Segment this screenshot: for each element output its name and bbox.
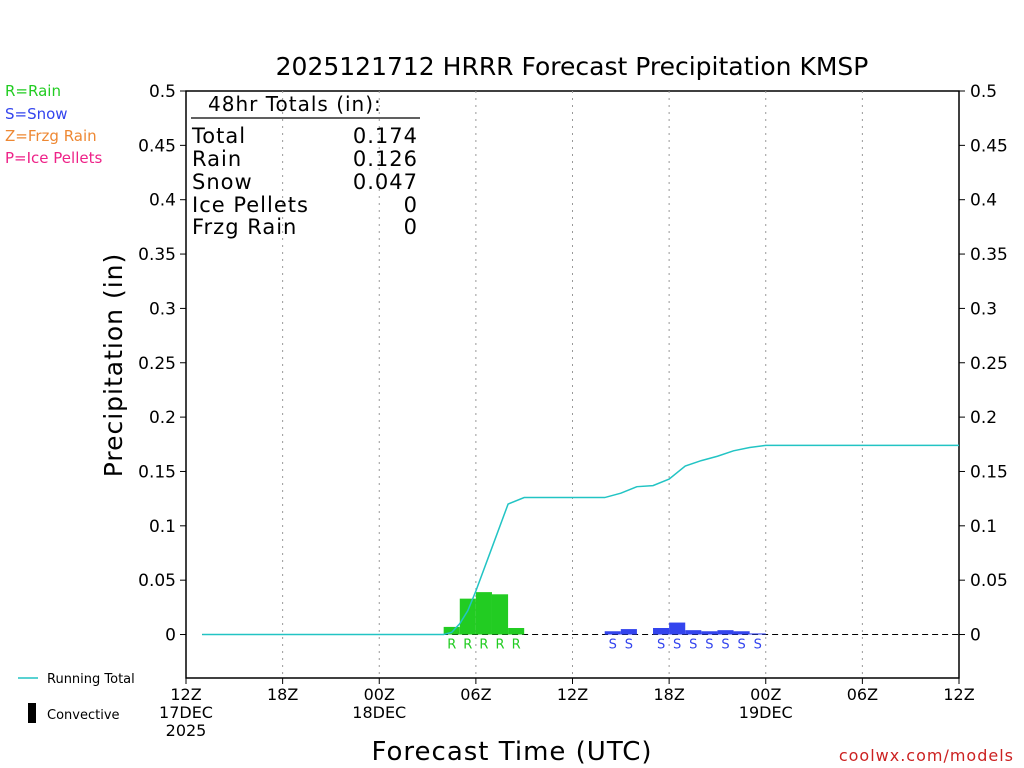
y-tick-label-right: 0.5 — [970, 82, 997, 102]
totals-value-rain: 0.126 — [353, 147, 418, 171]
chart-title: 2025121712 HRRR Forecast Precipitation K… — [276, 52, 869, 81]
x-tick-label: 12Z — [557, 685, 588, 704]
y-tick-label-left: 0.3 — [149, 299, 176, 319]
y-tick-label-right: 0.15 — [970, 462, 1008, 482]
totals-value-frzg-rain: 0 — [404, 215, 418, 239]
y-tick-label-right: 0.35 — [970, 245, 1008, 265]
watermark: coolwx.com/models — [839, 746, 1014, 765]
y-tick-label-right: 0 — [970, 626, 981, 646]
y-tick-label-right: 0.4 — [970, 191, 997, 211]
totals-header: 48hr Totals (in): — [208, 92, 382, 116]
totals-box: 48hr Totals (in): Total 0.174 Rain 0.126… — [191, 92, 420, 239]
y-axis-right: 0 0.05 0.1 0.15 0.2 0.25 0.3 0.35 0.4 0.45 0.5 — [959, 82, 1008, 646]
y-tick-label-left: 0.25 — [138, 354, 176, 374]
legend-frzg-rain: Z=Frzg Rain — [5, 127, 97, 145]
precip-type-letter: R — [463, 638, 472, 653]
precip-type-legend: R=Rain S=Snow Z=Frzg Rain P=Ice Pellets — [5, 82, 102, 167]
y-tick-label-right: 0.2 — [970, 408, 997, 428]
precip-type-letter: R — [496, 638, 505, 653]
y-tick-label-right: 0.1 — [970, 517, 997, 537]
precip-type-letter: S — [737, 638, 745, 653]
x-tick-label: 18Z — [267, 685, 298, 704]
y-tick-label-left: 0.15 — [138, 462, 176, 482]
y-tick-label-left: 0.5 — [149, 82, 176, 102]
totals-value-ice-pellets: 0 — [404, 193, 418, 217]
convective-legend-swatch — [28, 703, 36, 723]
y-tick-label-left: 0.2 — [149, 408, 176, 428]
y-tick-label-right: 0.25 — [970, 354, 1008, 374]
convective-legend-label: Convective — [47, 708, 120, 723]
y-tick-label-left: 0.35 — [138, 245, 176, 265]
x-tick-label: 12Z — [943, 685, 974, 704]
x-axis-label: Forecast Time (UTC) — [371, 737, 652, 767]
precip-bar — [459, 598, 476, 635]
totals-label-rain: Rain — [192, 147, 242, 171]
precip-bar — [475, 592, 492, 635]
precip-type-letter: S — [705, 638, 713, 653]
x-tick-label: 00Z — [364, 685, 395, 704]
precip-bar — [604, 631, 621, 635]
x-tick-label: 18Z — [653, 685, 684, 704]
precip-bar — [717, 630, 734, 635]
legend-snow: S=Snow — [5, 105, 68, 123]
precip-type-letter: S — [625, 638, 633, 653]
precip-bars — [443, 592, 766, 635]
totals-label-snow: Snow — [192, 170, 253, 194]
precip-bar — [701, 631, 718, 635]
x-tick-label: 00Z — [750, 685, 781, 704]
precip-type-letter: S — [689, 638, 697, 653]
precip-bar — [669, 622, 686, 635]
legend-rain: R=Rain — [5, 82, 61, 100]
precip-bar — [491, 594, 509, 635]
y-tick-label-left: 0.05 — [138, 571, 176, 591]
running-total-legend-label: Running Total — [47, 672, 135, 687]
x-tick-label: 12Z — [170, 685, 201, 704]
line-legend: Running Total Convective — [18, 672, 135, 723]
totals-label-frzg-rain: Frzg Rain — [192, 215, 297, 239]
legend-ice-pellets: P=Ice Pellets — [5, 149, 102, 167]
precip-type-letter: S — [673, 638, 681, 653]
y-tick-label-left: 0.4 — [149, 191, 176, 211]
precip-bar — [443, 626, 460, 635]
precip-bar — [508, 627, 525, 635]
totals-value-snow: 0.047 — [353, 170, 418, 194]
y-axis-label: Precipitation (in) — [99, 253, 128, 478]
totals-value-total: 0.174 — [353, 124, 418, 148]
precip-bar — [685, 630, 702, 635]
y-tick-label-left: 0.45 — [138, 136, 176, 156]
y-tick-label-left: 0 — [165, 626, 176, 646]
totals-label-ice-pellets: Ice Pellets — [192, 193, 309, 217]
y-axis-left: 0 0.05 0.1 0.15 0.2 0.25 0.3 0.35 0.4 0.45 0.5 — [138, 82, 186, 646]
precip-type-letter: R — [447, 638, 456, 653]
y-tick-label-right: 0.05 — [970, 571, 1008, 591]
x-tick-label: 18DEC — [352, 703, 406, 722]
precip-type-letter: R — [512, 638, 521, 653]
precip-type-letter: S — [754, 638, 762, 653]
precip-type-letter: R — [479, 638, 488, 653]
totals-label-total: Total — [191, 124, 246, 148]
x-tick-label: 06Z — [847, 685, 878, 704]
precip-bar — [749, 633, 766, 635]
x-tick-label: 2025 — [166, 721, 207, 740]
x-tick-label: 06Z — [460, 685, 491, 704]
precip-bar — [620, 629, 637, 635]
precip-type-letter: S — [609, 638, 617, 653]
y-tick-label-right: 0.45 — [970, 136, 1008, 156]
precip-bar — [653, 627, 670, 635]
y-tick-label-left: 0.1 — [149, 517, 176, 537]
x-tick-label: 17DEC — [159, 703, 213, 722]
precip-type-letter: S — [657, 638, 665, 653]
precip-bar — [733, 631, 750, 635]
running-total-line — [202, 444, 959, 636]
x-tick-label: 19DEC — [739, 703, 793, 722]
y-tick-label-right: 0.3 — [970, 299, 997, 319]
precip-type-letter: S — [721, 638, 729, 653]
